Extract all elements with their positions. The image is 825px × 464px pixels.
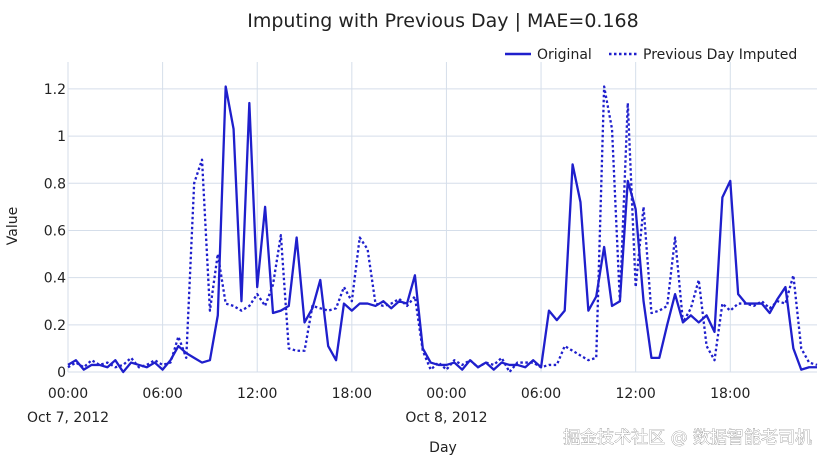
x-tick-label: 18:00 (710, 386, 750, 402)
y-axis-ticks: 0 0.2 0.4 0.6 0.8 1 1.2 (44, 82, 66, 381)
y-tick-label: 0.8 (44, 176, 66, 192)
x-tick-label: 00:00 (426, 386, 466, 402)
x-tick-label: 12:00 (237, 386, 277, 402)
y-tick-label: 0.4 (44, 271, 66, 287)
chart-title: Imputing with Previous Day | MAE=0.168 (247, 10, 638, 32)
x-tick-label: 18:00 (332, 386, 372, 402)
y-axis-label: Value (5, 207, 21, 245)
legend-label-imputed[interactable]: Previous Day Imputed (643, 47, 797, 63)
y-tick-label: 0.6 (44, 223, 66, 239)
x-tick-date-label: Oct 7, 2012 (27, 410, 109, 426)
y-tick-label: 0.2 (44, 318, 66, 334)
x-tick-label: 06:00 (142, 386, 182, 402)
x-tick-label: 00:00 (48, 386, 88, 402)
series-layer (67, 85, 818, 374)
y-tick-label: 1.2 (44, 82, 66, 98)
series-line-imputed (67, 85, 818, 374)
watermark: 掘金技术社区 @ 数据智能老司机 (563, 428, 812, 448)
x-tick-label: 12:00 (615, 386, 655, 402)
y-tick-label: 0 (57, 365, 66, 381)
series-line-original (67, 85, 817, 374)
legend-label-original[interactable]: Original (537, 47, 592, 63)
y-tick-label: 1 (57, 129, 66, 145)
x-tick-date-label: Oct 8, 2012 (405, 410, 487, 426)
legend[interactable]: Original Previous Day Imputed (505, 47, 797, 63)
x-axis-label: Day (429, 440, 457, 456)
x-axis-ticks: 00:00 Oct 7, 2012 06:00 12:00 18:00 00:00 Oct … (27, 386, 751, 426)
x-tick-label: 06:00 (521, 386, 561, 402)
